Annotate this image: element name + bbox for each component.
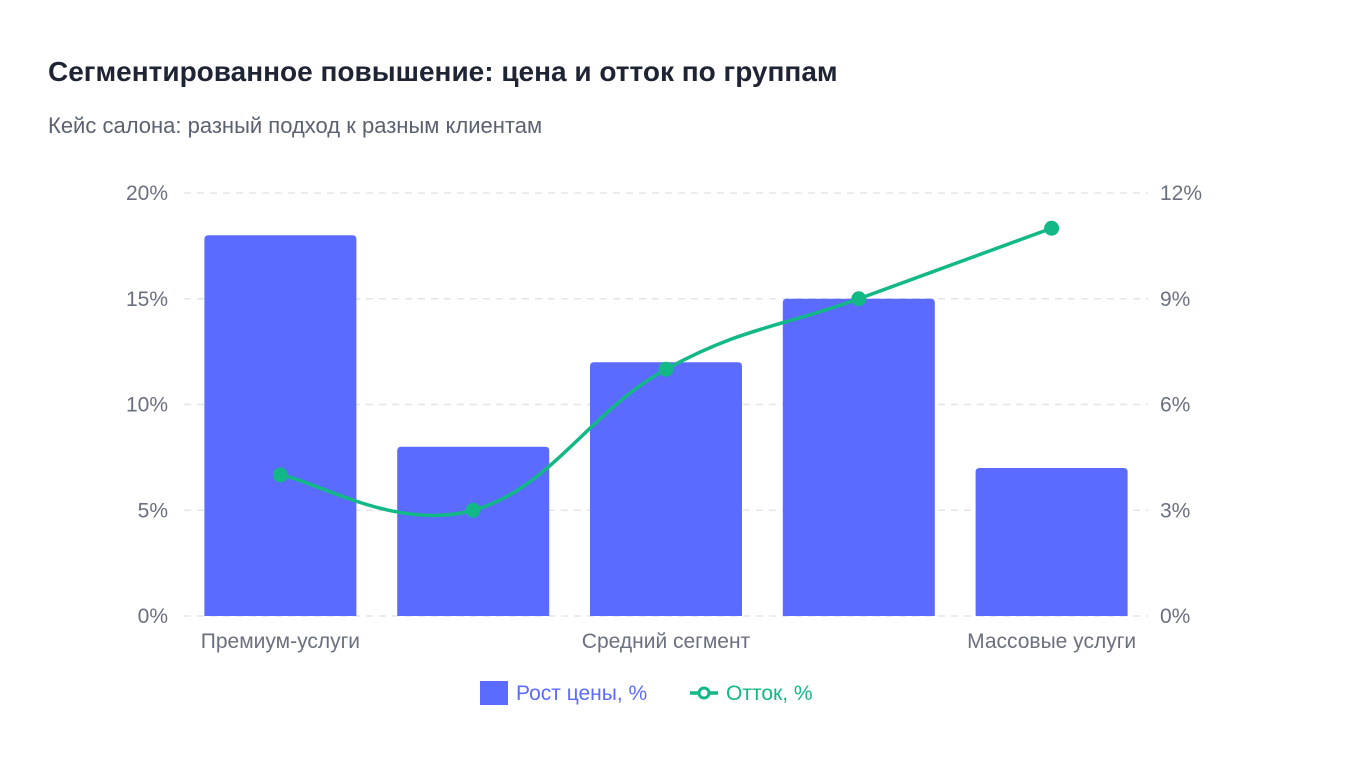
y-left-tick-label: 0%: [138, 605, 168, 628]
legend-label-line: Отток, %: [726, 682, 813, 705]
x-tick-label: Массовые услуги: [967, 630, 1136, 653]
bar-series: [204, 235, 1128, 617]
x-axis: Премиум-услуги Средний сегмент Массовые ус…: [201, 630, 1136, 653]
legend-label-bar: Рост цены, %: [516, 682, 647, 705]
y-right-tick-label: 12%: [1160, 182, 1202, 205]
legend-swatch-marker: [697, 686, 711, 700]
y-right-tick-label: 0%: [1160, 605, 1190, 628]
chart-title: Сегментированное повышение: цена и отток…: [48, 56, 838, 87]
bar: [204, 235, 357, 617]
y-left-tick-label: 5%: [138, 499, 168, 522]
y-left-tick-label: 10%: [126, 394, 168, 417]
line-series: [272, 220, 1060, 518]
y-left-tick-label: 20%: [126, 182, 168, 205]
bar: [590, 362, 742, 616]
y-right-tick-label: 6%: [1160, 394, 1190, 417]
bar: [782, 298, 935, 616]
bar: [397, 446, 550, 616]
legend: Рост цены, % Отток, %: [480, 681, 813, 705]
y-left-tick-label: 15%: [126, 288, 168, 311]
line-point: [1044, 220, 1060, 236]
y-axis-left: 0% 5% 10% 15% 20%: [126, 182, 168, 628]
y-axis-right: 0% 3% 6% 9% 12%: [1160, 182, 1202, 628]
x-tick-label: Средний сегмент: [582, 630, 751, 653]
line-point: [658, 361, 674, 377]
x-tick-label: Премиум-услуги: [201, 630, 360, 653]
legend-swatch-bar: [480, 681, 508, 705]
bar: [975, 467, 1128, 616]
line-point: [272, 467, 288, 483]
line-point: [465, 502, 481, 518]
line-point: [851, 291, 867, 307]
chart-subtitle: Кейс салона: разный подход к разным клие…: [48, 113, 543, 138]
y-right-tick-label: 3%: [1160, 499, 1190, 522]
y-right-tick-label: 9%: [1160, 288, 1190, 311]
